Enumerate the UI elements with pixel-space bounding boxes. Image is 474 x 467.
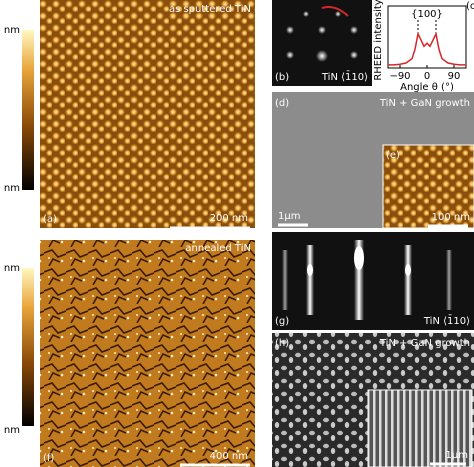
zone-axis: TiN ⟨1̄10⟩: [321, 70, 368, 83]
afm-inset: [382, 144, 474, 229]
colorbar-max: 13 nm: [0, 263, 20, 274]
colorbar: [22, 30, 34, 190]
scale-bar-label: 100 nm: [432, 212, 470, 223]
panel-label: (b): [275, 72, 289, 83]
x-tick-label: −90: [389, 71, 410, 82]
panel-title: TiN + GaN growth: [379, 98, 470, 109]
y-axis-label: RHEED intensity: [373, 0, 384, 81]
guide-line: [417, 20, 437, 34]
afm-image: [40, 0, 255, 228]
panel-title: as sputtered TiN: [169, 4, 251, 15]
afm-image: [40, 240, 255, 467]
zone-axis: TiN ⟨1̄10⟩: [423, 314, 470, 327]
sem-inset: [367, 389, 473, 467]
panel-title: annealed TiN: [185, 243, 251, 254]
panel-label: (c): [466, 1, 474, 12]
panel-label: (f): [43, 453, 54, 464]
scale-bar-label: 200 nm: [210, 213, 248, 224]
panel-label: (e): [386, 150, 400, 161]
colorbar-min: 0 nm: [0, 183, 20, 194]
chart-title: {100}: [411, 9, 443, 20]
scale-bar-label: 1µm: [446, 450, 468, 461]
rheed-image: [272, 232, 474, 330]
panel-title: TiN + GaN growth: [379, 338, 470, 349]
rheed-streaks: [282, 240, 452, 320]
panel-label: (g): [275, 316, 289, 327]
x-tick-label: 0: [424, 71, 430, 82]
x-axis-label: Angle θ (°): [400, 82, 454, 93]
rheed-image: [272, 0, 372, 86]
panel-label: (a): [43, 214, 57, 225]
colorbar-min: 0 nm: [0, 425, 20, 436]
x-tick-label: 90: [448, 71, 461, 82]
colorbar: [22, 268, 34, 426]
rheed-spots: [286, 6, 358, 62]
panel-label: (d): [275, 98, 289, 109]
scale-bar-label: 400 nm: [210, 451, 248, 462]
chart: −90 0 90: [387, 5, 467, 82]
data-line: [388, 31, 466, 66]
scale-bar-label: 1µm: [278, 211, 300, 222]
panel-label: (h): [275, 338, 289, 349]
colorbar-max: 19 nm: [0, 25, 20, 36]
